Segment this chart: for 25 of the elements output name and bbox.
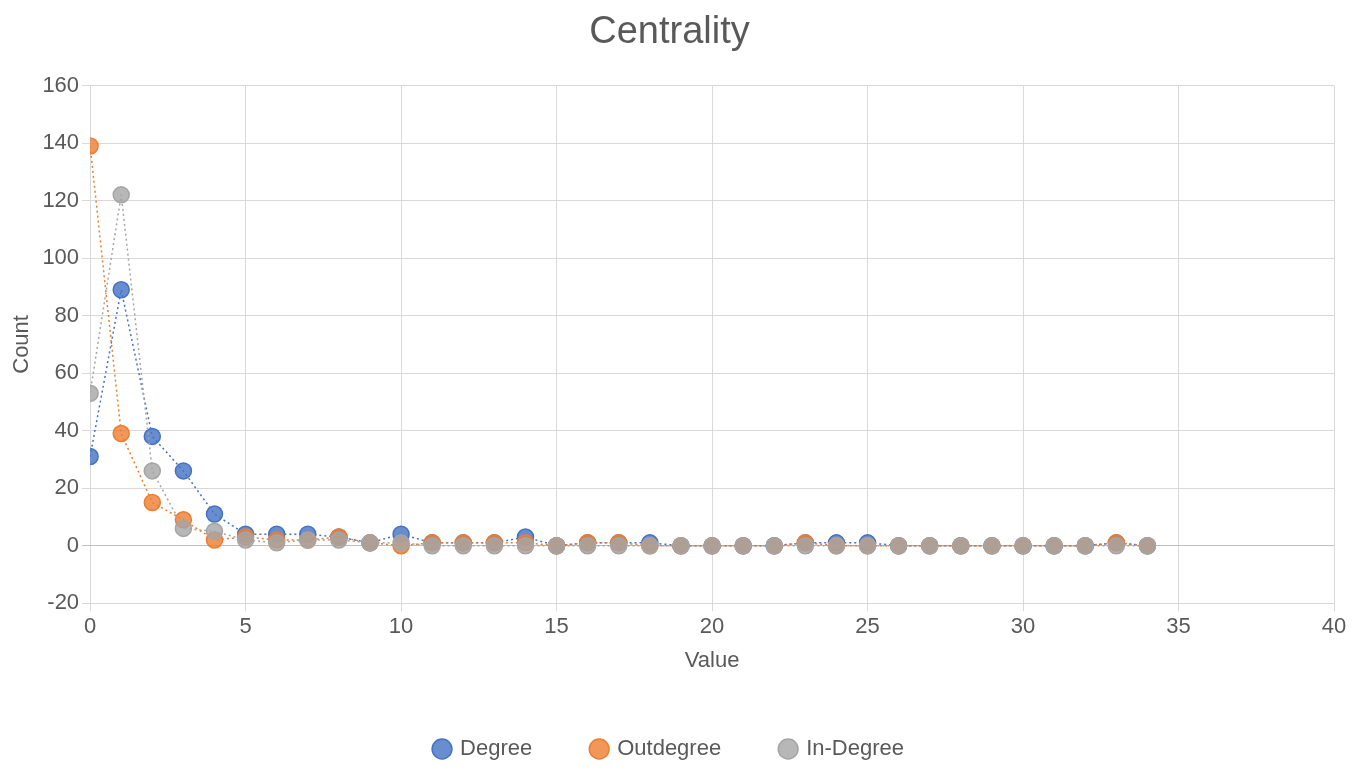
x-tick-label: 15 — [544, 613, 569, 639]
x-tick-label: 20 — [699, 613, 725, 639]
x-axis-title: Value — [684, 646, 740, 672]
y-tick-label: 80 — [54, 301, 80, 327]
x-tick-label: 10 — [388, 613, 414, 639]
x-tick-label: 40 — [1321, 613, 1347, 639]
x-tick-label: 30 — [1010, 613, 1036, 639]
x-tick-label: 0 — [83, 613, 97, 639]
y-tick-label: 60 — [54, 359, 80, 385]
x-tick-label: 5 — [239, 613, 252, 639]
y-tick-label: -20 — [47, 589, 80, 615]
y-tick-label: 0 — [66, 531, 80, 557]
y-tick-label: 20 — [54, 474, 80, 500]
y-axis-title: Count — [8, 315, 34, 374]
x-tick-label: 35 — [1166, 613, 1191, 639]
y-tick-label: 140 — [42, 129, 80, 155]
y-tick-label: 100 — [42, 244, 80, 270]
y-tick-label: 120 — [42, 186, 80, 212]
y-tick-label: 160 — [42, 71, 80, 97]
x-tick-label: 25 — [855, 613, 880, 639]
legend-label: Degree — [460, 735, 533, 761]
chart-title: Centrality — [589, 9, 750, 52]
legend-label: Outdegree — [617, 735, 722, 761]
y-tick-label: 40 — [54, 416, 80, 442]
legend-label: In-Degree — [806, 735, 904, 761]
